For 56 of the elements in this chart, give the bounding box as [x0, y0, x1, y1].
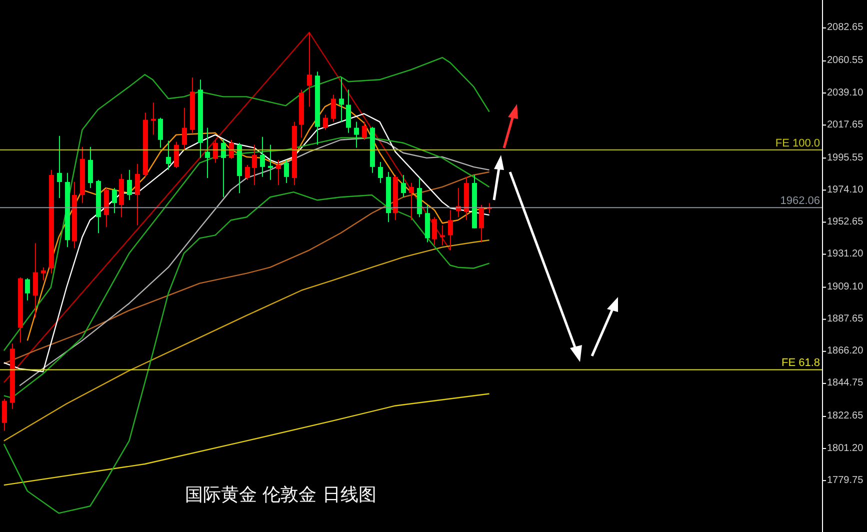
candlestick: [135, 163, 140, 226]
candlestick: [221, 139, 226, 198]
y-tick-label: 1909.10: [827, 282, 864, 293]
y-tick-label: 1974.10: [827, 184, 864, 196]
candlestick: [213, 139, 218, 164]
candlestick: [25, 278, 30, 301]
y-tick-label: 1801.20: [827, 442, 864, 454]
candlestick: [41, 266, 46, 281]
candlestick: [33, 242, 38, 318]
y-tick-label: 1844.75: [827, 378, 864, 389]
y-tick-label: 1931.20: [827, 248, 864, 260]
y-tick-label: 2082.65: [827, 22, 864, 34]
candlestick: [378, 161, 383, 184]
candlestick: [354, 121, 359, 148]
ref-line-label: FE 61.8: [781, 357, 820, 370]
candlestick: [346, 89, 351, 134]
candlestick: [174, 141, 179, 168]
candlestick: [409, 182, 414, 221]
y-tick-label: 1822.65: [827, 410, 864, 422]
candlestick: [245, 164, 250, 180]
candlestick: [479, 204, 484, 243]
candlestick: [362, 121, 367, 140]
y-tick-label: 1779.75: [827, 474, 864, 486]
candlestick: [205, 127, 210, 178]
candlestick: [448, 210, 453, 251]
candlestick: [276, 159, 281, 186]
candlestick: [127, 169, 132, 201]
candlestick: [112, 187, 117, 214]
candlestick: [88, 146, 93, 188]
candlestick: [307, 32, 312, 108]
candlestick: [57, 135, 62, 199]
ref-line-label: 1962.06: [780, 195, 820, 208]
candlestick: [182, 107, 187, 150]
candlestick: [260, 136, 265, 178]
candlestick: [229, 139, 234, 160]
candlestick: [268, 144, 273, 180]
candlestick: [323, 114, 328, 130]
candlestick: [166, 140, 171, 170]
candlestick: [432, 216, 437, 246]
candlestick: [158, 117, 163, 148]
candlestick: [284, 159, 289, 184]
y-tick-label: 1866.20: [827, 346, 864, 357]
text: 国际黄金 伦敦金 日线图: [185, 484, 376, 506]
y-tick-label: 1995.55: [827, 152, 864, 164]
y-tick-label: 2039.10: [827, 87, 864, 98]
y-tick-label: 1887.65: [827, 314, 864, 325]
ref-line-label: FE 100.0: [775, 137, 820, 150]
candlestick: [401, 174, 406, 198]
y-tick-label: 1952.65: [827, 216, 864, 228]
candlestick: [339, 77, 344, 122]
candlestick: [252, 144, 257, 186]
candlestick: [2, 398, 7, 432]
y-tick-label: 2060.55: [827, 55, 864, 66]
candlestick: [331, 94, 336, 122]
candlestick: [440, 224, 445, 246]
y-tick-label: 2017.65: [827, 119, 864, 130]
